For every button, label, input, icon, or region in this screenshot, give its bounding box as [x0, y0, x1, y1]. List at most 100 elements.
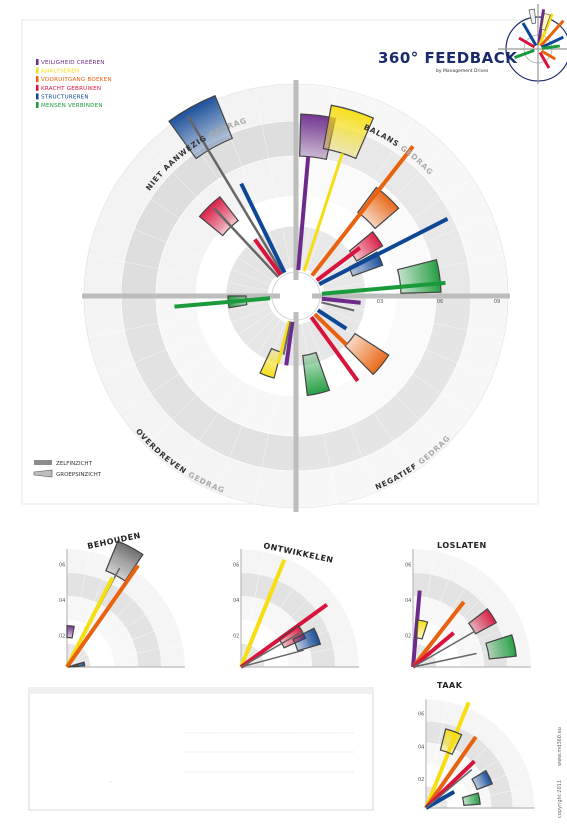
brand-subtitle: by Management Drives	[436, 68, 489, 74]
small-bar-box	[105, 540, 144, 582]
legend-swatch	[36, 93, 39, 100]
small-bar-box	[66, 625, 75, 639]
bar-ray-orange	[313, 312, 348, 347]
small-bar-ray	[424, 735, 478, 810]
small-chart: 06 04 02	[418, 699, 535, 810]
bar-ray-blue	[239, 182, 287, 274]
site-text: www.md360.eu	[557, 727, 563, 766]
axis-horizontal-right	[312, 293, 510, 299]
small-spoke	[412, 621, 523, 668]
small-bar-ray	[240, 649, 304, 668]
axis-vertical-top	[293, 80, 299, 280]
small-tick-label: 02	[59, 634, 65, 640]
small-bar-box	[461, 792, 481, 806]
small-tick-label: 02	[233, 634, 239, 640]
legend-label: STRUCTUREREN	[41, 94, 89, 100]
small-bar-ray	[239, 559, 287, 668]
bar-ray-gray	[282, 321, 292, 355]
note-panel: .	[28, 687, 374, 811]
logo-ray	[513, 48, 535, 59]
small-chart-title: TAAK	[437, 681, 463, 690]
bar-box-blue	[168, 94, 234, 160]
bar-ray-green	[321, 280, 446, 296]
small-chart: 06 04 02	[59, 540, 186, 669]
bar-ray-blue	[316, 308, 348, 331]
spoke	[301, 323, 338, 504]
bar-box-red	[198, 195, 240, 237]
small-tick-label: 06	[59, 563, 65, 569]
small-bar-box	[471, 769, 494, 791]
small-tick-label: 04	[405, 598, 411, 604]
legend: VEILIGHEID CREËREN ANALYSEREN VOORUITGANG …	[36, 59, 112, 109]
bar-ray-yellow	[302, 152, 344, 272]
small-spoke	[66, 583, 151, 668]
bar-box-yellow	[322, 104, 375, 160]
brand-logo: 360° FEEDBACK by Management Drives	[378, 4, 567, 84]
legend-label: VEILIGHEID CREËREN	[41, 59, 105, 66]
axis-tick-label: 03	[377, 299, 383, 305]
spoke	[119, 311, 273, 414]
bar-ray-red	[309, 315, 360, 383]
small-spoke	[425, 701, 448, 809]
small-bar-ray	[412, 630, 475, 668]
small-tick-label: 02	[405, 634, 411, 640]
bar-ray-gray	[186, 115, 284, 275]
spoke	[88, 301, 269, 338]
logo-ray	[521, 22, 538, 47]
small-spoke	[412, 551, 437, 668]
chart-key: ZELFINZICHT GROEPSINZICHT	[33, 460, 102, 478]
small-bar-box	[292, 627, 322, 652]
small-spoke	[66, 551, 91, 668]
legend-label: ANALYSEREN	[41, 69, 79, 75]
small-tick-label: 06	[233, 563, 239, 569]
bar-ray-purple	[321, 296, 361, 305]
small-bar-ray	[240, 630, 303, 668]
logo-ray	[540, 35, 565, 49]
bar-ray-blue	[318, 217, 449, 286]
spoke	[100, 214, 271, 286]
small-tick-label: 04	[233, 598, 239, 604]
small-charts: 060402060402060402060402BEHOUDENONTWIKKE…	[59, 531, 535, 810]
small-tick-label: 04	[418, 744, 424, 750]
logo-ray	[538, 51, 551, 69]
bar-ray-purple	[296, 156, 311, 271]
bar-box-red	[348, 230, 384, 262]
bar-ray-yellow	[276, 320, 291, 365]
key-self-label: ZELFINZICHT	[56, 461, 93, 467]
spoke	[319, 178, 473, 281]
key-self-swatch	[34, 460, 52, 465]
spoke	[311, 119, 414, 273]
logo-box	[541, 13, 551, 31]
small-bar-box	[439, 728, 463, 756]
small-spoke	[66, 601, 166, 668]
spoke	[178, 319, 281, 473]
small-bar-box	[485, 634, 517, 660]
spoke	[321, 214, 492, 286]
brand-title: 360° FEEDBACK	[378, 49, 518, 67]
small-spoke	[66, 621, 177, 668]
small-chart: 06 04 02	[405, 548, 532, 669]
small-bar-ray	[65, 576, 115, 668]
spoke	[306, 321, 378, 492]
small-bar-ray	[425, 789, 456, 810]
small-spoke	[240, 568, 307, 668]
small-bar-box	[415, 619, 429, 640]
legend-swatch	[36, 67, 39, 74]
bar-ray-gray	[320, 301, 355, 312]
legend-swatch	[36, 84, 39, 91]
small-bar-ray	[411, 600, 466, 669]
small-spoke	[412, 557, 459, 668]
small-tick-label: 06	[418, 712, 424, 718]
legend-label: VOORUITGANG BOEKEN	[41, 77, 112, 83]
logo-box	[528, 8, 537, 25]
legend-swatch	[36, 102, 39, 108]
spoke	[311, 319, 414, 473]
small-chart: 06 04 02	[233, 548, 360, 669]
small-bar-ray	[65, 564, 140, 669]
spoke	[323, 301, 504, 338]
spoke	[100, 306, 271, 378]
small-chart-title: LOSLATEN	[437, 541, 487, 550]
note-text: .	[110, 778, 112, 784]
